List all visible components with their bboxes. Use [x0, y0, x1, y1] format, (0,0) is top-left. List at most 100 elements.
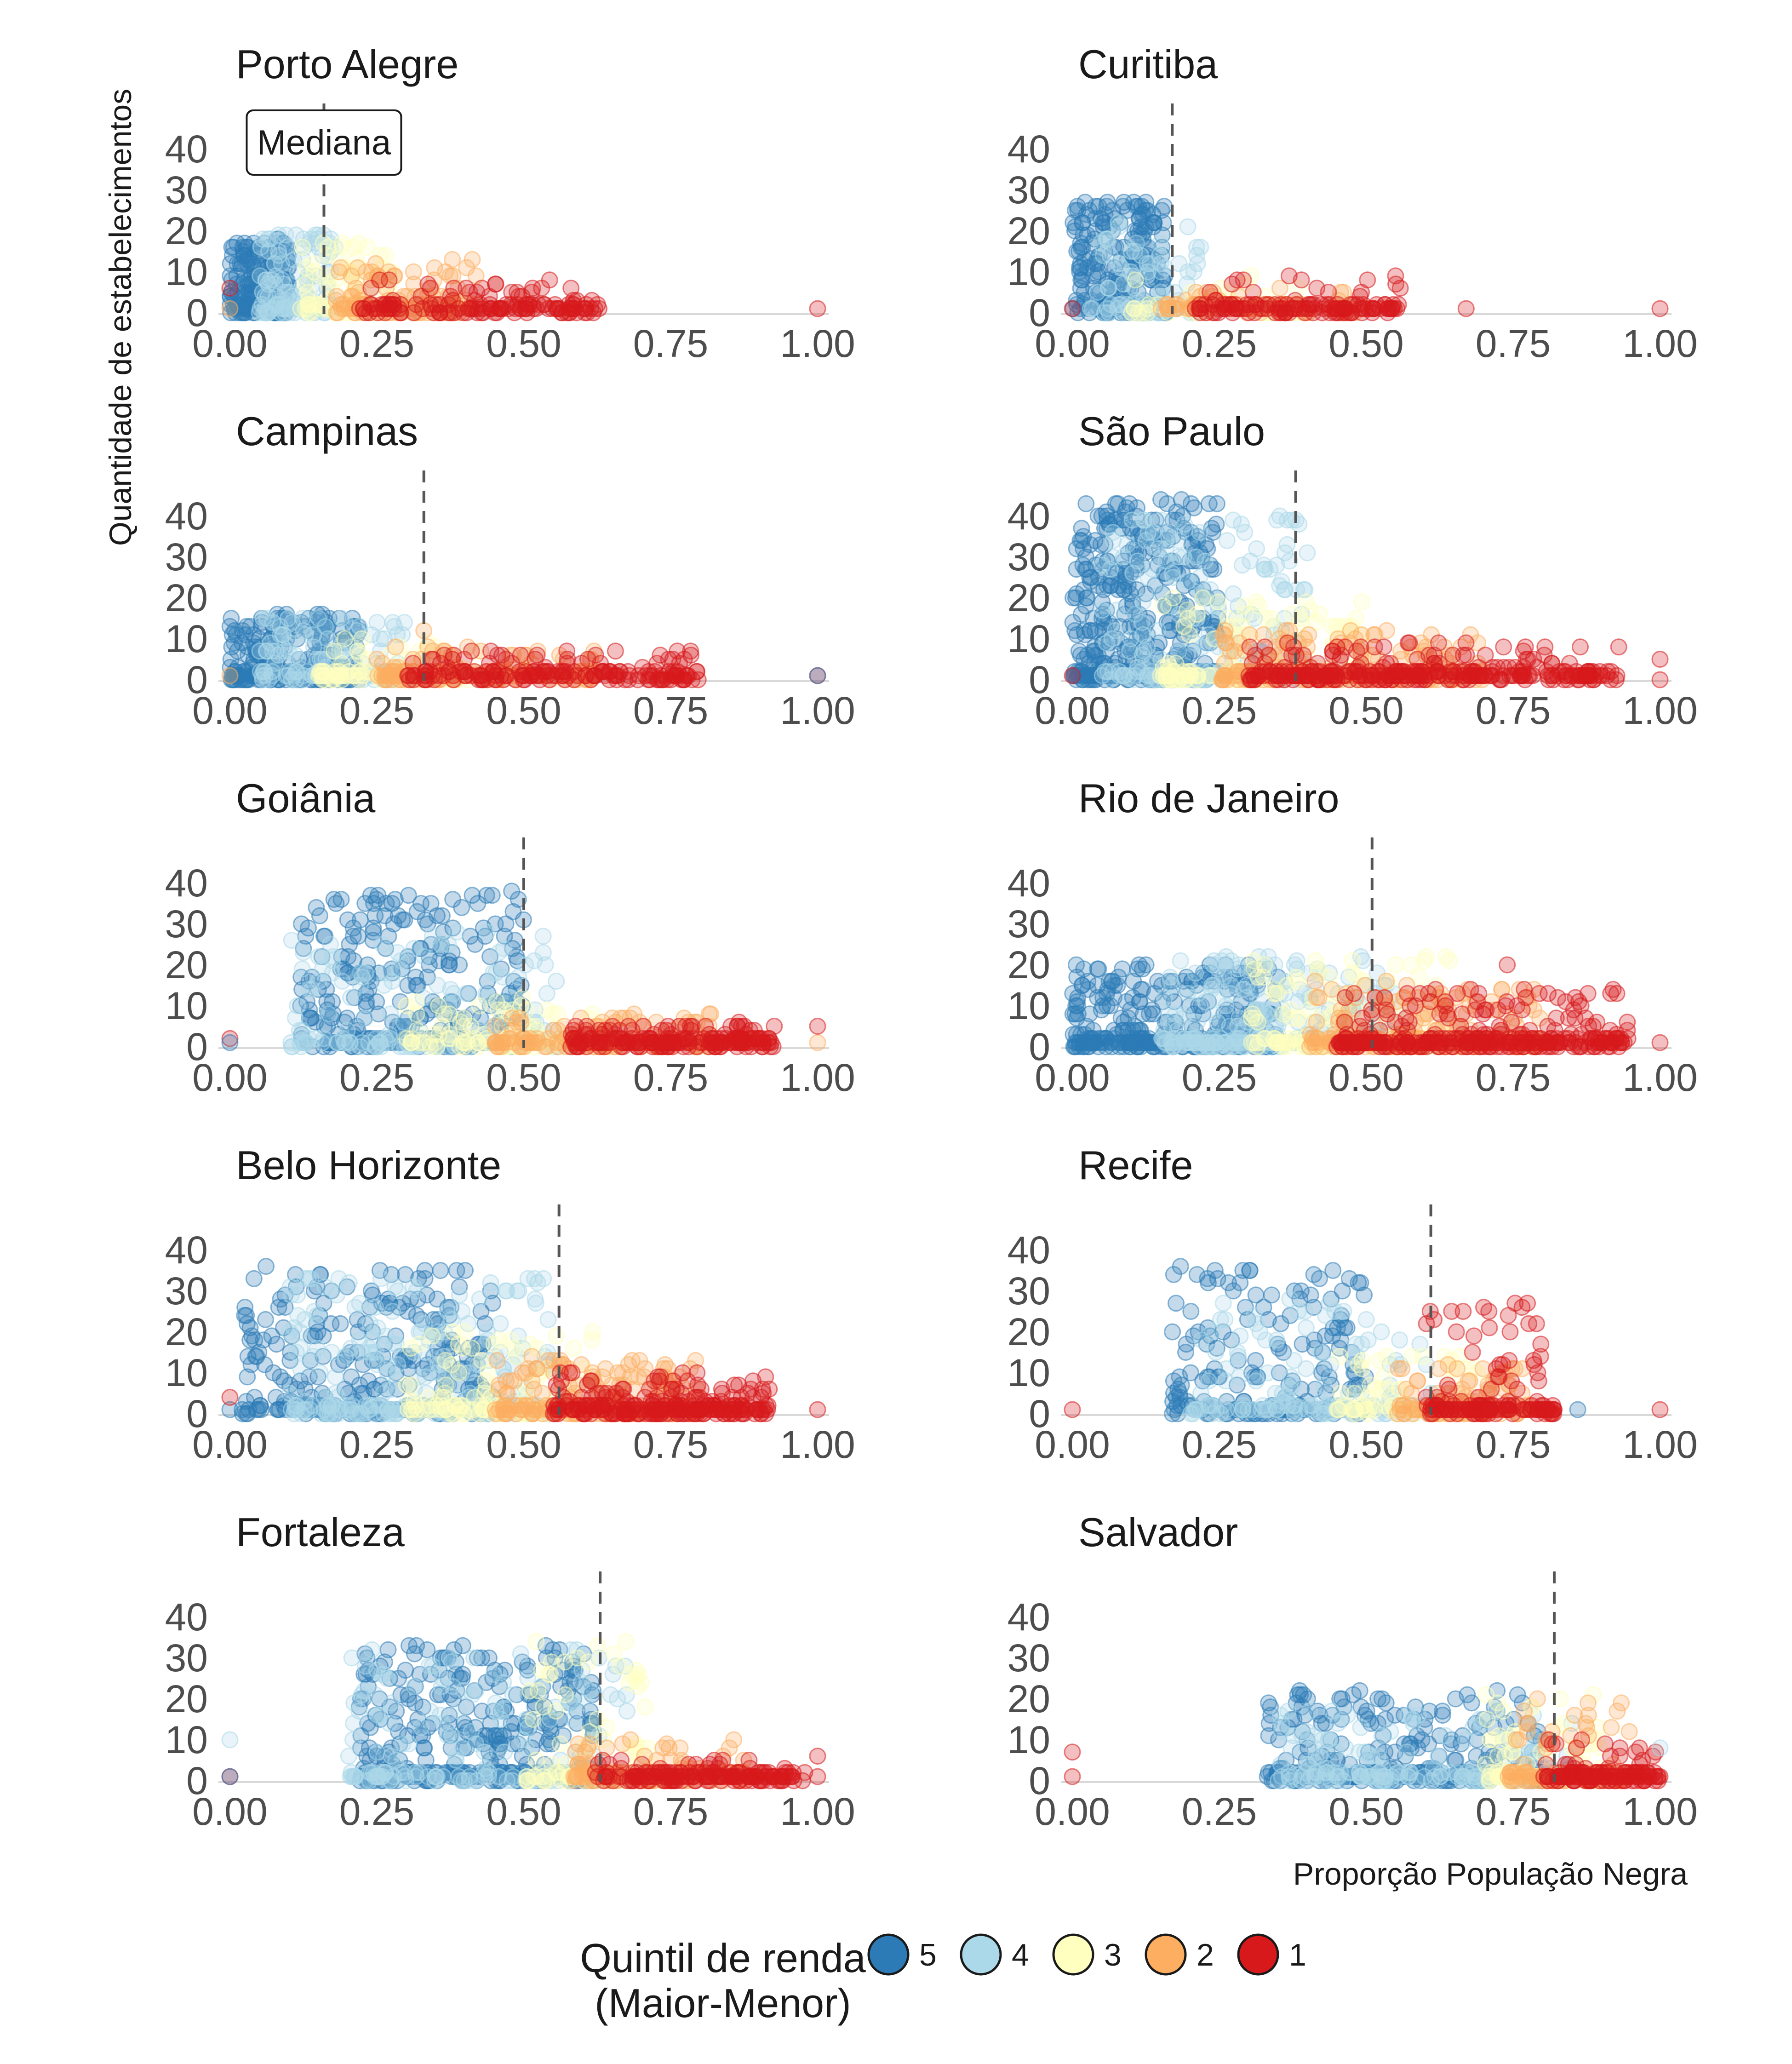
- scatter-point: [1105, 532, 1122, 549]
- y-tick-label: 30: [165, 902, 208, 946]
- scatter-point: [1268, 667, 1286, 684]
- scatter-point: [1651, 300, 1669, 317]
- x-tick-label: 0.75: [1476, 322, 1551, 365]
- scatter-point: [1094, 602, 1111, 619]
- scatter-point: [1064, 667, 1081, 684]
- scatter-point: [1110, 218, 1128, 235]
- y-tick-label: 20: [165, 209, 208, 252]
- scatter-point: [349, 642, 366, 660]
- scatter-point: [252, 239, 269, 256]
- x-tick-label: 1.00: [1622, 322, 1698, 365]
- scatter-point: [489, 647, 506, 664]
- scatter-point: [1517, 651, 1535, 668]
- scatter-point: [1445, 663, 1462, 680]
- scatter-point: [1209, 593, 1227, 611]
- scatter-point: [386, 891, 404, 908]
- scatter-point: [341, 936, 358, 953]
- scatter-point: [1093, 1001, 1110, 1019]
- scatter-point: [373, 936, 391, 953]
- scatter-point: [1152, 300, 1170, 317]
- scatter-point: [487, 1018, 504, 1035]
- scatter-point: [270, 243, 287, 260]
- scatter-point: [289, 997, 306, 1015]
- scatter-point: [1225, 511, 1242, 529]
- scatter-point: [1138, 255, 1156, 272]
- scatter-point: [1068, 969, 1086, 986]
- x-tick-label: 0.25: [339, 1056, 415, 1099]
- scatter-point: [487, 964, 504, 982]
- scatter-point: [310, 973, 327, 990]
- scatter-point: [1177, 671, 1195, 688]
- scatter-point: [225, 634, 243, 652]
- y-tick-label: 30: [1008, 168, 1050, 212]
- scatter-point: [1125, 973, 1142, 990]
- scatter-point: [1090, 198, 1107, 215]
- scatter-point: [1375, 638, 1392, 656]
- scatter-point: [1098, 634, 1115, 652]
- scatter-point: [379, 1034, 396, 1051]
- scatter-point: [1069, 198, 1086, 215]
- scatter-point: [1134, 1005, 1152, 1023]
- scatter-point: [1256, 638, 1273, 656]
- x-tick-label: 0.25: [1182, 1056, 1257, 1099]
- scatter-point: [466, 292, 484, 309]
- scatter-point: [1144, 561, 1161, 578]
- scatter-point: [1352, 638, 1369, 656]
- scatter-point: [1163, 565, 1181, 582]
- scatter-point: [289, 651, 307, 668]
- scatter-point: [368, 891, 385, 908]
- scatter-point: [234, 287, 252, 305]
- scatter-point: [1161, 671, 1179, 688]
- scatter-point: [1203, 977, 1221, 994]
- scatter-point: [607, 642, 624, 660]
- points: [221, 606, 826, 688]
- x-tick-label: 0.25: [1182, 689, 1257, 732]
- x-tick-label: 0.75: [633, 689, 709, 732]
- x-tick-label: 0.00: [1035, 1056, 1110, 1099]
- scatter-point: [433, 907, 451, 924]
- x-tick-label: 1.00: [780, 322, 855, 365]
- x-tick-label: 0.50: [486, 689, 561, 732]
- scatter-point: [378, 300, 395, 317]
- scatter-point: [435, 667, 452, 684]
- scatter-point: [1066, 622, 1084, 639]
- y-tick-label: 40: [165, 127, 208, 171]
- scatter-point: [453, 899, 470, 916]
- scatter-point: [384, 613, 401, 631]
- x-tick-label: 0.00: [1035, 322, 1110, 365]
- scatter-point: [568, 1038, 585, 1055]
- scatter-point: [538, 1001, 555, 1019]
- points: [1064, 194, 1669, 321]
- scatter-point: [1387, 267, 1404, 285]
- scatter-point: [479, 671, 496, 688]
- scatter-point: [1083, 300, 1101, 317]
- scatter-point: [1343, 304, 1361, 321]
- scatter-point: [239, 239, 257, 256]
- scatter-point: [504, 903, 522, 920]
- scatter-point: [646, 663, 664, 680]
- scatter-point: [389, 944, 406, 961]
- scatter-point: [325, 891, 343, 908]
- scatter-point: [1543, 667, 1560, 684]
- scatter-point: [331, 663, 348, 680]
- scatter-point: [300, 919, 317, 937]
- y-tick-label: 10: [165, 250, 208, 293]
- scatter-point: [336, 630, 354, 648]
- scatter-point: [1098, 577, 1116, 594]
- scatter-point: [1376, 671, 1393, 688]
- scatter-point: [293, 960, 311, 978]
- scatter-point: [444, 251, 461, 268]
- scatter-point: [1154, 597, 1172, 615]
- scatter-point: [1299, 544, 1316, 562]
- scatter-point: [333, 973, 351, 990]
- scatter-point: [377, 964, 394, 982]
- scatter-point: [516, 300, 533, 317]
- scatter-point: [291, 1021, 308, 1039]
- scatter-point: [526, 952, 543, 969]
- scatter-point: [351, 300, 368, 317]
- scatter-point: [341, 1034, 359, 1051]
- scatter-point: [1172, 952, 1189, 969]
- scatter-point: [229, 255, 246, 272]
- scatter-point: [1235, 597, 1252, 615]
